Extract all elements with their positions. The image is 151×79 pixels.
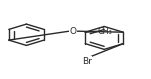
- Text: CH₃: CH₃: [97, 27, 112, 36]
- Text: O: O: [70, 27, 77, 36]
- Text: Br: Br: [82, 57, 92, 66]
